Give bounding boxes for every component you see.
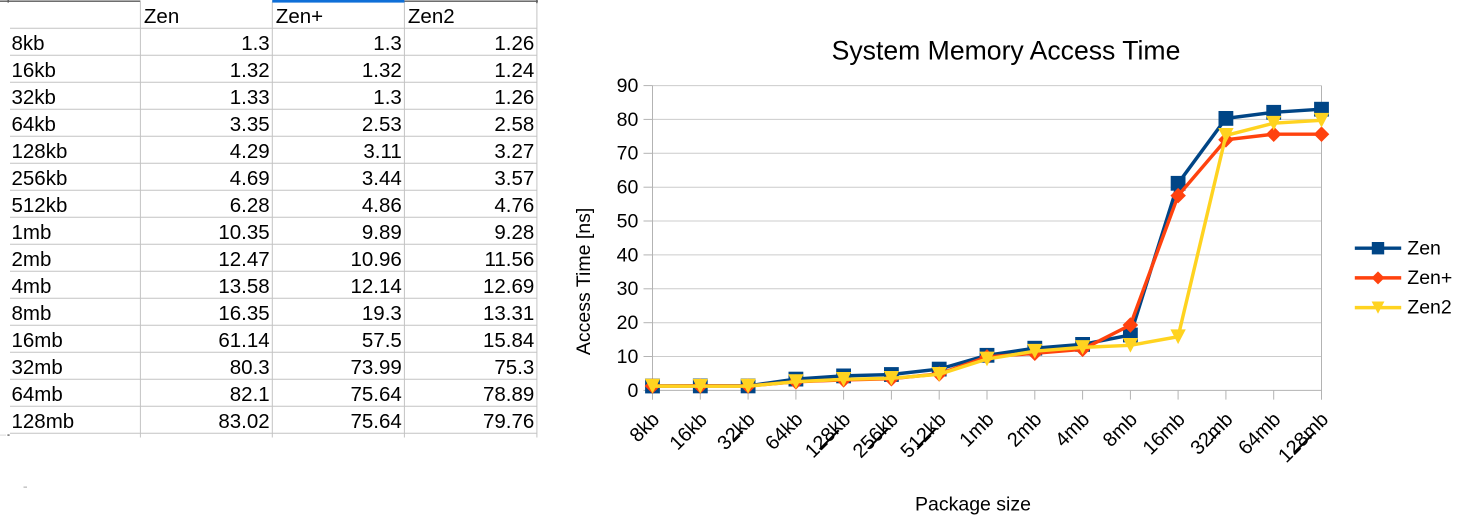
- svg-text:System Memory Access Time: System Memory Access Time: [832, 35, 1181, 65]
- svg-text:11.56: 11.56: [485, 248, 535, 271]
- svg-text:6.28: 6.28: [230, 194, 270, 217]
- svg-text:2.53: 2.53: [362, 113, 402, 136]
- svg-text:512kb: 512kb: [12, 194, 68, 217]
- svg-text:8kb: 8kb: [12, 32, 45, 55]
- svg-text:64kb: 64kb: [12, 113, 56, 136]
- svg-text:75.64: 75.64: [350, 383, 401, 406]
- svg-text:32mb: 32mb: [12, 356, 63, 379]
- svg-text:70: 70: [617, 143, 639, 165]
- svg-text:79.76: 79.76: [483, 410, 534, 433]
- svg-text:30: 30: [617, 278, 639, 300]
- svg-text:4.86: 4.86: [362, 194, 402, 217]
- svg-text:3.44: 3.44: [362, 167, 402, 190]
- svg-text:12.69: 12.69: [483, 275, 534, 298]
- svg-text:1.3: 1.3: [241, 32, 270, 55]
- svg-text:3.57: 3.57: [494, 167, 534, 190]
- svg-text:9.28: 9.28: [494, 221, 534, 244]
- svg-text:Zen+: Zen+: [1407, 267, 1452, 289]
- svg-text:128mb: 128mb: [12, 410, 75, 433]
- svg-text:1.24: 1.24: [494, 59, 534, 82]
- svg-text:40: 40: [617, 244, 639, 266]
- svg-text:4mb: 4mb: [12, 275, 52, 298]
- svg-text:80.3: 80.3: [230, 356, 270, 379]
- svg-text:Zen: Zen: [144, 5, 179, 28]
- svg-text:3.11: 3.11: [363, 140, 401, 163]
- svg-text:16mb: 16mb: [12, 329, 63, 352]
- svg-text:20: 20: [617, 312, 639, 334]
- svg-text:4.76: 4.76: [494, 194, 534, 217]
- svg-text:50: 50: [617, 210, 639, 232]
- svg-text:2mb: 2mb: [12, 248, 52, 271]
- svg-text:10.96: 10.96: [350, 248, 401, 271]
- svg-text:256kb: 256kb: [12, 167, 68, 190]
- svg-text:4.69: 4.69: [230, 167, 270, 190]
- svg-text:13.58: 13.58: [218, 275, 269, 298]
- svg-text:64mb: 64mb: [12, 383, 63, 406]
- svg-text:1.26: 1.26: [494, 86, 534, 109]
- svg-text:2.58: 2.58: [494, 113, 534, 136]
- svg-text:12.47: 12.47: [218, 248, 269, 271]
- svg-text:16.35: 16.35: [218, 302, 269, 325]
- svg-text:Zen2: Zen2: [1407, 297, 1451, 319]
- svg-text:Zen: Zen: [1407, 237, 1441, 259]
- svg-text:60: 60: [617, 177, 639, 199]
- svg-text:10: 10: [617, 346, 639, 368]
- svg-text:9.89: 9.89: [362, 221, 402, 244]
- svg-text:12.14: 12.14: [350, 275, 401, 298]
- svg-text:90: 90: [617, 75, 639, 97]
- svg-text:61.14: 61.14: [218, 329, 269, 352]
- svg-text:Package size: Package size: [915, 494, 1031, 516]
- svg-text:57.5: 57.5: [362, 329, 402, 352]
- svg-text:1.3: 1.3: [373, 86, 402, 109]
- svg-text:1.3: 1.3: [373, 32, 402, 55]
- svg-text:15.84: 15.84: [483, 329, 534, 352]
- svg-text:16kb: 16kb: [12, 59, 56, 82]
- svg-text:3.27: 3.27: [494, 140, 534, 163]
- svg-text:83.02: 83.02: [218, 410, 269, 433]
- svg-text:0: 0: [627, 380, 638, 402]
- svg-text:10.35: 10.35: [218, 221, 269, 244]
- svg-text:Zen2: Zen2: [408, 5, 455, 28]
- svg-text:19.3: 19.3: [362, 302, 402, 325]
- svg-text:Zen+: Zen+: [276, 5, 323, 28]
- svg-text:4.29: 4.29: [230, 140, 270, 163]
- svg-text:32kb: 32kb: [12, 86, 56, 109]
- svg-text:128kb: 128kb: [12, 140, 68, 163]
- svg-text:80: 80: [617, 109, 639, 131]
- svg-text:75.3: 75.3: [494, 356, 534, 379]
- svg-text:1.32: 1.32: [230, 59, 270, 82]
- svg-text:13.31: 13.31: [483, 302, 534, 325]
- svg-text:1.33: 1.33: [230, 86, 270, 109]
- svg-text:75.64: 75.64: [350, 410, 401, 433]
- svg-text:1mb: 1mb: [12, 221, 52, 244]
- svg-text:82.1: 82.1: [230, 383, 270, 406]
- svg-text:1.32: 1.32: [362, 59, 402, 82]
- svg-text:78.89: 78.89: [483, 383, 534, 406]
- svg-text:Access Time [ns]: Access Time [ns]: [573, 208, 595, 355]
- svg-text:3.35: 3.35: [230, 113, 270, 136]
- svg-text:73.99: 73.99: [350, 356, 401, 379]
- svg-text:8mb: 8mb: [12, 302, 52, 325]
- svg-text:1.26: 1.26: [494, 32, 534, 55]
